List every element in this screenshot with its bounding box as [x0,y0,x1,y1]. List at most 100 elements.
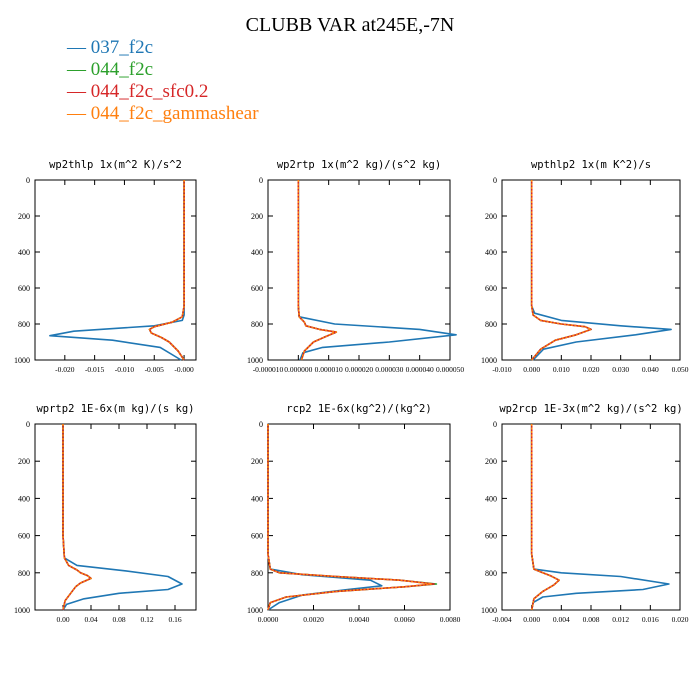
y-tick-label: 200 [18,457,30,466]
x-tick-label: 0.000000 [284,365,312,374]
series-line [62,424,92,611]
series-line [530,180,672,361]
x-tick-label: -0.000 [174,365,194,374]
y-tick-label: 200 [251,212,263,221]
series-line [530,424,560,611]
x-tick-label: 0.16 [168,615,181,624]
x-tick-label: 0.00 [56,615,69,624]
x-tick-label: 0.000 [523,615,540,624]
y-tick-label: 800 [485,569,497,578]
y-tick-label: 1000 [481,356,497,365]
plot-frame [34,423,197,611]
panel-title: wprtp2 1E-6x(m kg)/(s kg) [36,403,194,415]
y-tick-label: 400 [251,494,263,503]
x-tick-label: 0.040 [642,365,659,374]
y-tick-label: 0 [26,420,30,429]
y-tick-label: 1000 [14,356,30,365]
x-tick-label: -0.015 [85,365,105,374]
x-tick-label: 0.000030 [375,365,403,374]
y-tick-label: 800 [18,569,30,578]
x-tick-label: 0.020 [583,365,600,374]
legend-marker: — [67,37,91,58]
x-tick-label: 0.0020 [303,615,324,624]
y-tick-label: 400 [485,248,497,257]
legend-item: — 044_f2c_sfc0.2 [67,81,259,103]
y-tick-label: 1000 [247,356,263,365]
y-tick-label: 0 [259,176,263,185]
y-tick-label: 400 [18,494,30,503]
y-tick-label: 200 [485,212,497,221]
legend-label: 044_f2c_sfc0.2 [90,81,209,102]
figure-title: CLUBB VAR at245E,-7N [245,14,455,36]
plot-frame [34,179,197,361]
y-tick-label: 1000 [14,606,30,615]
panel-title: wp2rcp 1E-3x(m^2 kg)/(s^2 kg) [499,403,682,415]
series-line [530,424,670,611]
x-tick-label: 0.0040 [349,615,370,624]
series-line [297,180,338,361]
series-line [530,424,560,611]
panel-title: wp2rtp 1x(m^2 kg)/(s^2 kg) [277,159,441,171]
y-tick-label: 400 [485,494,497,503]
y-tick-label: 0 [26,176,30,185]
panel-title: rcp2 1E-6x(kg^2)/(kg^2) [286,403,431,415]
y-tick-label: 200 [251,457,263,466]
series-line [267,424,435,611]
series-line [148,180,185,361]
series-line [267,424,383,611]
legend-label: 037_f2c [90,37,154,58]
legend-marker: — [67,81,91,102]
panel-title: wpthlp2 1x(m K^2)/s [531,159,651,171]
series-line [148,180,185,361]
y-tick-label: 400 [251,248,263,257]
y-tick-label: 400 [18,248,30,257]
x-tick-label: 0.04 [84,615,97,624]
plot-frame [501,179,681,361]
series-line [267,424,433,611]
x-tick-label: -0.000010 [253,365,284,374]
legend-item: — 037_f2c [67,37,259,59]
y-tick-label: 600 [18,284,30,293]
series-line [530,180,592,361]
legend-label: 044_f2c_gammashear [90,103,259,124]
legend: — 037_f2c — 044_f2c — 044_f2c_sfc0.2 — 0… [67,37,259,125]
y-tick-label: 800 [251,569,263,578]
x-tick-label: 0.016 [642,615,659,624]
y-tick-label: 200 [18,212,30,221]
x-tick-label: 0.012 [612,615,629,624]
legend-label: 044_f2c [90,59,154,80]
y-tick-label: 600 [485,284,497,293]
y-tick-label: 0 [259,420,263,429]
series-line [530,180,592,361]
legend-marker: — [67,103,91,124]
x-tick-label: -0.004 [492,615,512,624]
y-tick-label: 800 [251,320,263,329]
y-tick-label: 600 [251,532,263,541]
x-tick-label: 0.000 [523,365,540,374]
y-tick-label: 800 [485,320,497,329]
y-tick-label: 800 [18,320,30,329]
y-tick-label: 200 [485,457,497,466]
legend-item: — 044_f2c [67,59,259,81]
series-line [62,424,92,611]
x-tick-label: 0.030 [612,365,629,374]
x-tick-label: 0.000020 [345,365,373,374]
series-line [148,180,185,361]
panel-title: wp2thlp 1x(m^2 K)/s^2 [49,159,182,171]
x-tick-label: 0.0060 [394,615,415,624]
x-tick-label: 0.000050 [436,365,464,374]
legend-item: — 044_f2c_gammashear [67,103,259,125]
x-tick-label: 0.000010 [315,365,343,374]
series-line [530,424,560,611]
x-tick-label: 0.000040 [406,365,434,374]
x-tick-label: -0.005 [145,365,165,374]
x-tick-label: -0.020 [55,365,75,374]
x-tick-label: 0.008 [583,615,600,624]
series-line [297,180,338,361]
y-tick-label: 600 [18,532,30,541]
series-line [297,180,457,361]
x-tick-label: 0.08 [112,615,125,624]
y-tick-label: 0 [493,420,497,429]
series-line [297,180,338,361]
plot-frame [267,179,451,361]
